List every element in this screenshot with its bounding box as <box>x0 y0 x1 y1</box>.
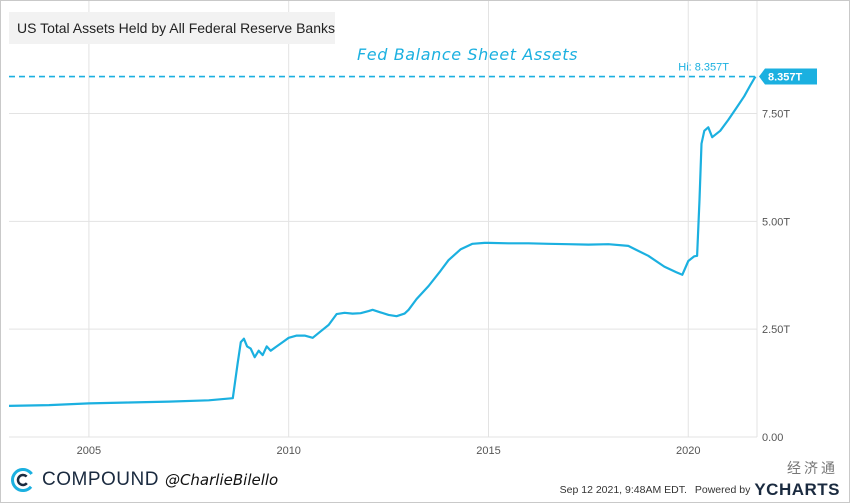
powered-by-label: Powered by <box>694 484 751 496</box>
compound-c-icon <box>11 468 35 492</box>
legend: US Total Assets Held by All Federal Rese… <box>9 12 335 44</box>
left-pointer-icon <box>759 68 817 85</box>
y-tick-label: 5.00T <box>762 216 790 228</box>
x-tick-label: 2020 <box>676 445 700 457</box>
x-tick-label: 2015 <box>476 445 500 457</box>
brand-footer: COMPOUND @CharlieBilello <box>10 465 278 495</box>
source-footer: Sep 12 2021, 9:48AM EDT. Powered by YCHA… <box>560 480 840 500</box>
y-tick-labels: 0.00 2.50T 5.00T 7.50T <box>762 109 790 444</box>
legend-series-label: US Total Assets Held by All Federal Rese… <box>17 20 336 36</box>
timestamp: Sep 12 2021, 9:48AM EDT. <box>559 484 687 496</box>
y-tick-label: 0.00 <box>762 432 783 444</box>
provider-logo[interactable]: YCHARTS <box>754 480 840 499</box>
chart-annotation-title: Fed Balance Sheet Assets <box>357 45 579 64</box>
brand-name: COMPOUND <box>42 469 159 490</box>
watermark: 经济通 <box>787 461 838 477</box>
x-tick-label: 2005 <box>77 445 101 457</box>
last-value-badge-text: 8.357T <box>768 72 803 84</box>
y-tick-label: 2.50T <box>762 324 790 336</box>
last-value-badge: 8.357T <box>759 68 817 85</box>
author-handle: @CharlieBilello <box>164 471 279 489</box>
grid-lines <box>9 1 758 438</box>
x-tick-labels: 2005 2010 2015 2020 <box>77 445 701 457</box>
high-value-label: Hi: 8.357T <box>678 62 729 74</box>
y-tick-label: 7.50T <box>762 109 790 121</box>
series-line-fed-assets <box>8 76 757 407</box>
x-tick-label: 2010 <box>276 445 300 457</box>
